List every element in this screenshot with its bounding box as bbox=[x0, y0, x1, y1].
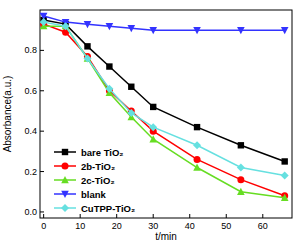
x-tick bbox=[43, 214, 44, 218]
x-tick-label: 10 bbox=[75, 221, 85, 231]
x-tick bbox=[226, 214, 227, 218]
data-point bbox=[281, 27, 289, 34]
data-point bbox=[237, 188, 245, 195]
data-point bbox=[238, 142, 244, 148]
y-tick-label: 0.2 bbox=[24, 167, 37, 177]
data-point bbox=[62, 22, 70, 29]
series-line bbox=[44, 16, 285, 30]
y-tick bbox=[40, 171, 44, 172]
y-tick-label: 0.4 bbox=[24, 126, 37, 136]
y-tick bbox=[40, 50, 44, 51]
legend-label: blank bbox=[81, 189, 107, 200]
data-point bbox=[193, 164, 201, 171]
x-tick-label: 60 bbox=[258, 221, 268, 231]
legend-marker bbox=[61, 191, 69, 198]
data-point bbox=[194, 156, 201, 163]
data-point bbox=[128, 84, 134, 90]
data-point bbox=[128, 25, 136, 32]
data-point bbox=[237, 164, 245, 172]
data-point bbox=[237, 176, 244, 183]
data-point bbox=[281, 158, 287, 164]
series-line bbox=[44, 26, 285, 198]
y-tick bbox=[40, 90, 44, 91]
x-tick bbox=[262, 214, 263, 218]
data-point bbox=[193, 141, 201, 149]
x-tick-label: 50 bbox=[221, 221, 231, 231]
y-tick-label: 0.8 bbox=[24, 45, 37, 55]
legend-label: bare TiO₂ bbox=[81, 147, 124, 158]
x-tick bbox=[80, 214, 81, 218]
x-tick-label: 0 bbox=[41, 221, 46, 231]
data-point bbox=[106, 63, 112, 69]
data-point bbox=[193, 27, 201, 34]
chart: 0 10 20 30 40 50 60 0.0 0.2 0.4 0.6 0.8 t/min Absorba… bbox=[0, 0, 300, 243]
series-line bbox=[44, 20, 285, 161]
y-tick bbox=[40, 211, 44, 212]
data-point bbox=[83, 54, 91, 62]
plot-frame bbox=[40, 10, 292, 218]
y-axis-title: Absorbance(a.u.) bbox=[2, 76, 13, 153]
data-point bbox=[149, 123, 157, 131]
series-line bbox=[44, 24, 285, 196]
legend-label: CuTPP-TiO₂ bbox=[81, 203, 135, 214]
legend-label: 2b-TiO₂ bbox=[81, 161, 115, 172]
x-tick-label: 40 bbox=[185, 221, 195, 231]
data-point bbox=[149, 135, 157, 142]
x-tick bbox=[116, 214, 117, 218]
data-point bbox=[149, 27, 157, 34]
y-tick bbox=[40, 131, 44, 132]
x-tick-label: 20 bbox=[112, 221, 122, 231]
y-tick-label: 0.0 bbox=[24, 207, 37, 217]
legend: bare TiO₂ 2b-TiO₂ 2c-TiO₂ blank CuTPP-TiO₂ bbox=[54, 147, 135, 214]
data-point bbox=[105, 85, 113, 93]
data-point bbox=[127, 109, 135, 117]
data-point bbox=[150, 104, 156, 110]
x-tick-label: 30 bbox=[148, 221, 158, 231]
data-point bbox=[106, 23, 114, 30]
y-tick-label: 0.6 bbox=[24, 86, 37, 96]
data-point bbox=[84, 21, 92, 28]
x-tick bbox=[189, 214, 190, 218]
data-point bbox=[84, 43, 90, 49]
x-tick bbox=[153, 214, 154, 218]
data-point bbox=[62, 22, 70, 30]
data-point bbox=[281, 194, 289, 201]
legend-marker bbox=[61, 176, 69, 183]
data-point bbox=[281, 172, 289, 180]
data-point bbox=[194, 124, 200, 130]
plot-area bbox=[40, 13, 289, 201]
legend-label: 2c-TiO₂ bbox=[81, 175, 115, 186]
data-point bbox=[237, 27, 245, 34]
x-axis-title: t/min bbox=[155, 231, 177, 242]
legend-marker bbox=[62, 163, 69, 170]
legend-marker bbox=[61, 204, 69, 212]
legend-marker bbox=[62, 149, 68, 155]
data-point bbox=[40, 18, 48, 26]
series-line bbox=[44, 22, 285, 175]
